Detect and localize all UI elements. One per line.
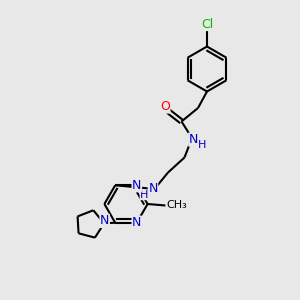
Text: N: N	[132, 216, 142, 229]
Text: N: N	[148, 182, 158, 196]
Text: H: H	[140, 190, 148, 200]
Text: N: N	[132, 179, 142, 192]
Text: O: O	[160, 100, 170, 113]
Text: N: N	[100, 214, 110, 227]
Text: Cl: Cl	[201, 17, 213, 31]
Text: H: H	[198, 140, 207, 150]
Text: N: N	[189, 133, 198, 146]
Text: CH₃: CH₃	[166, 200, 187, 211]
